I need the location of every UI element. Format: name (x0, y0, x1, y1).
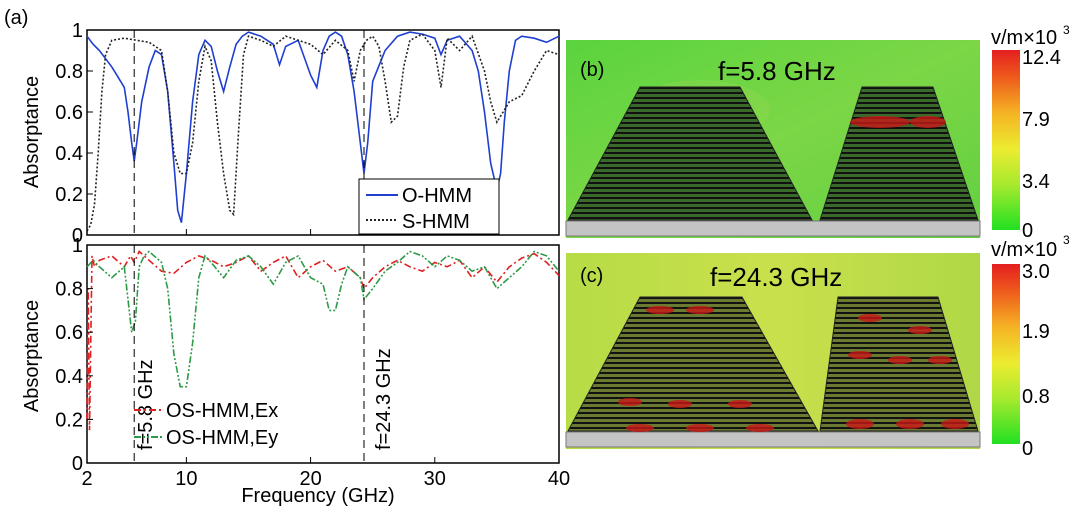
panel-label-b: (b) (580, 59, 604, 81)
colorbar-c-exponent: 3 (1063, 233, 1070, 247)
y-tick-label-1-3: 0.6 (55, 322, 83, 344)
colorbar-c-tick-2: 0.8 (1022, 386, 1050, 408)
y-tick-label-0-3: 0.6 (55, 102, 83, 124)
legend-label-o-hmm: O-HMM (402, 185, 472, 207)
panel-label-a: (a) (4, 7, 28, 29)
colorbar-b-tick-1: 7.9 (1022, 109, 1050, 131)
top-y-ticks: 0 0.2 0.4 0.6 0.8 1 (55, 20, 93, 247)
x-axis-label: Frequency (GHz) (241, 485, 394, 507)
trapezoid-left-b (567, 86, 813, 221)
colorbar-b-tick-3: 0 (1022, 220, 1033, 242)
top-legend-box (358, 178, 500, 235)
hotspot-c-1 (646, 306, 674, 314)
series-line-0-1 (86, 33, 560, 232)
hotspot-c-14 (626, 424, 654, 432)
hotspot-c-13 (941, 419, 969, 429)
top-legend: O-HMM S-HMM (358, 178, 500, 235)
colorbar-c-tick-0: 3.0 (1022, 261, 1050, 283)
legend-label-os-hmm-ex: OS-HMM,Ex (166, 400, 278, 422)
top-series-group (86, 31, 560, 232)
colorbar-c: v/m×10 3 3.0 1.9 0.8 0 (991, 233, 1070, 460)
series-line-0-0 (86, 31, 560, 223)
title-b: f=5.8 GHz (718, 56, 836, 86)
x-tick-label-4: 40 (548, 468, 570, 490)
y-tick-label-1-1: 0.2 (55, 409, 83, 431)
y-tick-label-0-4: 0.8 (55, 61, 83, 83)
trapezoid-left-c (567, 296, 819, 432)
substrate-b (565, 220, 981, 237)
trapezoid-right-c (819, 296, 979, 432)
hotspot-c-7 (928, 356, 952, 364)
colorbar-c-unit: v/m×10 (991, 239, 1057, 261)
hotspot-c-10 (728, 400, 752, 408)
hotspots-c (618, 306, 969, 432)
top-y-axis-label: Absorptance (21, 76, 43, 188)
panel-label-c: (c) (580, 265, 603, 287)
title-c: f=24.3 GHz (710, 262, 842, 292)
colorbar-b-tick-0: 12.4 (1022, 47, 1061, 69)
field-map-c: (c) f=24.3 GHz (565, 253, 981, 449)
y-tick-label-0-5: 1 (72, 20, 83, 42)
hotspot-c-9 (668, 400, 692, 408)
y-tick-label-0-0: 0 (72, 225, 83, 247)
legend-label-s-hmm: S-HMM (402, 211, 470, 233)
bottom-series-group (86, 250, 560, 431)
x-tick-label-2: 20 (299, 468, 321, 490)
hotspot-c-2 (686, 306, 714, 314)
hotspot-c-16 (746, 424, 774, 432)
hotspot-c-6 (888, 356, 912, 364)
legend-label-os-hmm-ey: OS-HMM,Ey (166, 427, 278, 449)
x-tick-label-1: 10 (175, 468, 197, 490)
hotspot-b-1 (850, 116, 910, 128)
colorbar-b-tick-2: 3.4 (1022, 171, 1050, 193)
hotspot-c-5 (848, 351, 872, 359)
hotspot-c-12 (896, 419, 924, 429)
series-line-1-1 (86, 250, 560, 388)
top-absorptance-chart: 0 0.2 0.4 0.6 0.8 1 Absorptance O-HMM S-HMM (21, 20, 560, 247)
hotspot-c-3 (858, 314, 882, 322)
colorbar-b-exponent: 3 (1063, 23, 1070, 37)
hotspot-c-4 (908, 326, 932, 334)
colorbar-b-unit: v/m×10 (991, 27, 1057, 49)
colorbar-c-tick-3: 0 (1022, 438, 1033, 460)
bottom-absorptance-chart: 0 0.2 0.4 0.6 0.8 1 2 10 20 30 40 Absorptance Fre… (21, 235, 570, 507)
x-tick-label-0: 2 (81, 468, 92, 490)
hotspot-c-8 (618, 398, 642, 406)
hotspot-b-2 (910, 116, 946, 128)
hotspot-c-15 (686, 424, 714, 432)
substrate-c (565, 431, 981, 448)
y-tick-label-1-0: 0 (72, 453, 83, 475)
colorbar-c-tick-1: 1.9 (1022, 321, 1050, 343)
field-map-b: (b) f=5.8 GHz (565, 40, 981, 238)
bottom-x-ticks: 2 10 20 30 40 (81, 457, 570, 490)
y-tick-label-1-4: 0.8 (55, 279, 83, 301)
x-tick-label-3: 30 (424, 468, 446, 490)
hotspot-c-11 (846, 419, 874, 429)
y-tick-label-0-1: 0.2 (55, 184, 83, 206)
bottom-legend: OS-HMM,Ex OS-HMM,Ey (134, 400, 278, 449)
annotation-24-3-ghz: f=24.3 GHz (373, 348, 395, 450)
bottom-y-axis-label: Absorptance (21, 300, 43, 412)
bottom-y-ticks: 0 0.2 0.4 0.6 0.8 1 (55, 235, 93, 475)
colorbar-c-gradient (992, 264, 1020, 444)
bottom-marker-lines (133, 245, 365, 463)
y-tick-label-1-2: 0.4 (55, 366, 83, 388)
y-tick-label-0-2: 0.4 (55, 143, 83, 165)
y-tick-label-1-5: 1 (72, 235, 83, 257)
annotation-5-8-ghz: f=5.8 GHz (135, 359, 157, 450)
colorbar-b-gradient (992, 50, 1020, 230)
bottom-plot-frame (86, 244, 560, 464)
colorbar-b: v/m×10 3 12.4 7.9 3.4 0 (991, 23, 1070, 242)
series-line-1-0 (86, 250, 560, 431)
